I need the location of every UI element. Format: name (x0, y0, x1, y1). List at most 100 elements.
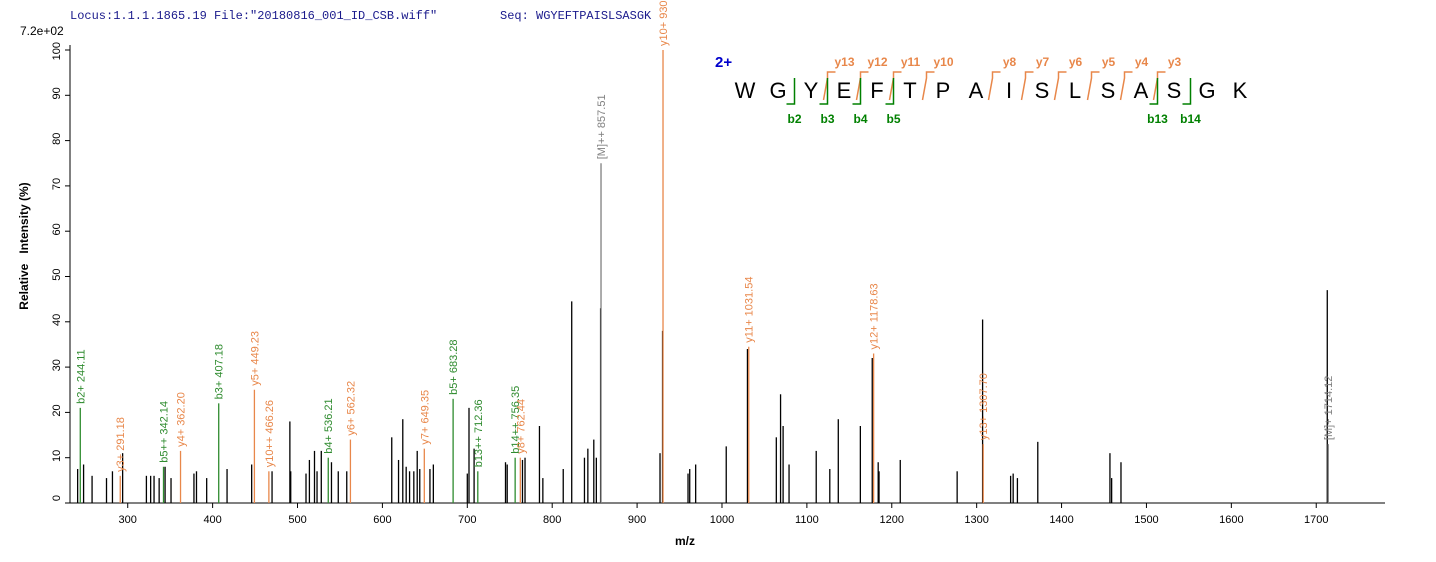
y-axis-label: Relative Intensity (%) (17, 182, 31, 309)
y-ion-label: y4 (1135, 55, 1149, 69)
peak-label: y11+ 1031.54 (744, 277, 756, 343)
residue: G (769, 78, 786, 103)
x-tick-label: 600 (373, 514, 391, 526)
x-tick-label: 1700 (1304, 514, 1328, 526)
y-tick-label: 90 (51, 87, 63, 99)
peak-label: y7+ 649.35 (419, 390, 431, 445)
y-tick-label: 70 (51, 178, 63, 190)
b-ion-label: b2 (787, 112, 801, 126)
peak-label: b4+ 536.21 (323, 398, 335, 453)
peak-label: y10+ 930.54 (658, 0, 670, 46)
b-ion-label: b13 (1147, 112, 1168, 126)
residue: S (1167, 78, 1182, 103)
residue: K (1233, 78, 1248, 103)
y-tick-label: 30 (51, 359, 63, 371)
residue: W (735, 78, 756, 103)
x-tick-label: 1100 (795, 514, 819, 526)
peak-label: y13+ 1307.70 (978, 373, 990, 440)
y-ion-label: y13 (834, 55, 854, 69)
residue: G (1198, 78, 1215, 103)
y-ion-label: y11 (901, 55, 921, 69)
y-ion-mark (921, 71, 935, 101)
peak-label: b3+ 407.18 (214, 344, 226, 399)
y-ion-mark (1086, 71, 1100, 101)
y-ion-mark (1119, 71, 1133, 101)
y-ion-mark (1152, 71, 1166, 101)
residue: I (1006, 78, 1012, 103)
scale-label: 7.2e+02 (20, 24, 64, 38)
x-tick-label: 1300 (964, 514, 988, 526)
b-ion-label: b5 (886, 112, 900, 126)
x-tick-label: 300 (119, 514, 137, 526)
peak-label: y8+ 762.44 (515, 399, 527, 454)
x-tick-label: 800 (543, 514, 561, 526)
y-ion-mark (822, 71, 836, 101)
y-ion-mark (855, 71, 869, 101)
peak-label: b14++ 756.35 (510, 386, 522, 454)
x-tick-label: 700 (458, 514, 476, 526)
peak-label: b2+ 244.11 (75, 349, 87, 404)
peak-label: [M]+ 1714.12 (1323, 376, 1335, 441)
y-ion-label: y6 (1069, 55, 1083, 69)
peak-label: b13++ 712.36 (473, 399, 485, 467)
b-ion-label: b4 (853, 112, 867, 126)
y-ion-mark (888, 71, 902, 101)
x-tick-label: 1500 (1134, 514, 1158, 526)
chart-title: Locus:1.1.1.1865.19 File:"20180816_001_I… (70, 9, 437, 23)
peak-label: y4+ 362.20 (176, 392, 188, 447)
b-ion-mark (819, 78, 829, 105)
y-tick-label: 60 (51, 223, 63, 235)
charge-label: 2+ (715, 54, 732, 71)
b-ion-label: b3 (820, 112, 834, 126)
y-ion-label: y3 (1168, 55, 1182, 69)
residue: T (903, 78, 916, 103)
x-tick-label: 900 (628, 514, 646, 526)
x-tick-label: 1000 (710, 514, 734, 526)
y-ion-label: y5 (1102, 55, 1116, 69)
y-ion-label: y10 (933, 55, 953, 69)
b-ion-mark (852, 78, 862, 105)
peak-label: y5+ 449.23 (249, 331, 261, 386)
y-ion-mark (1020, 71, 1034, 101)
peak-label: [M]++ 857.51 (596, 94, 608, 159)
chart-subtitle: Seq: WGYEFTPAISLSASGK (500, 9, 652, 23)
residue: A (969, 78, 984, 103)
y-tick-label: 100 (51, 42, 63, 60)
b-ion-mark (786, 78, 796, 105)
y-ion-mark (1053, 71, 1067, 101)
residue: E (837, 78, 852, 103)
x-tick-label: 1200 (880, 514, 904, 526)
peak-label: y10++ 466.26 (264, 400, 276, 467)
b-ion-mark (885, 78, 895, 105)
peak-label: b5++ 342.14 (159, 401, 171, 463)
y-tick-label: 20 (51, 404, 63, 416)
y-tick-label: 50 (51, 269, 63, 281)
residue: L (1069, 78, 1081, 103)
residue: P (936, 78, 951, 103)
residue: F (870, 78, 883, 103)
residue: A (1134, 78, 1149, 103)
y-ion-mark (987, 71, 1001, 101)
x-tick-label: 1600 (1219, 514, 1243, 526)
y-tick-label: 0 (51, 495, 63, 501)
y-ion-label: y7 (1036, 55, 1050, 69)
residue: S (1035, 78, 1050, 103)
y-tick-label: 80 (51, 133, 63, 145)
x-axis-label: m/z (675, 534, 695, 548)
peak-label: y12+ 1178.63 (869, 283, 881, 349)
x-tick-label: 400 (203, 514, 221, 526)
y-tick-label: 10 (51, 450, 63, 462)
b-ion-mark (1182, 78, 1192, 105)
peak-label: y6+ 562.32 (345, 381, 357, 436)
x-tick-label: 500 (288, 514, 306, 526)
peak-label: b5+ 683.28 (448, 339, 460, 394)
residue: Y (804, 78, 819, 103)
x-tick-label: 1400 (1049, 514, 1073, 526)
y-ion-label: y12 (867, 55, 887, 69)
y-tick-label: 40 (51, 314, 63, 326)
residue: S (1101, 78, 1116, 103)
y-ion-label: y8 (1003, 55, 1017, 69)
peak-label: y3+ 291.18 (115, 417, 127, 472)
